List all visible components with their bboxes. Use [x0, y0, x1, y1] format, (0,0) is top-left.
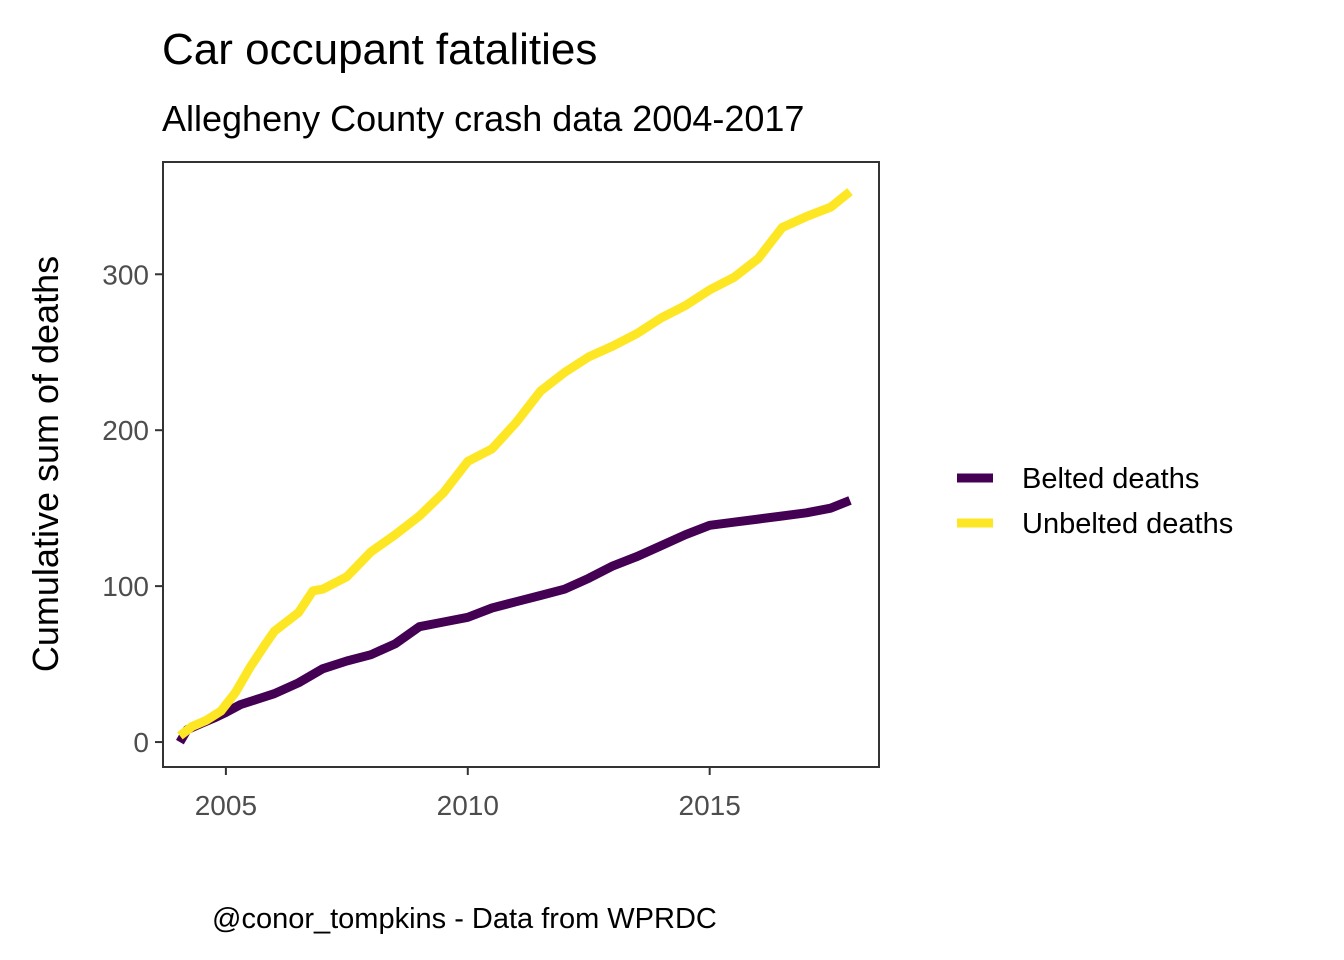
chart-subtitle: Allegheny County crash data 2004-2017	[162, 98, 804, 139]
series-line-unbelted	[177, 188, 853, 740]
caption: @conor_tompkins - Data from WPRDC	[212, 903, 717, 935]
series-line-belted	[176, 496, 852, 745]
legend-label: Belted deaths	[1022, 463, 1199, 495]
series-layer	[176, 188, 853, 745]
y-tick-label: 300	[102, 259, 149, 290]
plot-area	[162, 161, 880, 768]
x-axis: 2005 2010 2015	[195, 767, 741, 821]
y-tick-label: 0	[133, 727, 149, 758]
x-tick-label: 2005	[195, 790, 257, 821]
plot-border	[162, 161, 880, 768]
x-tick-label: 2010	[437, 790, 499, 821]
x-tick-label: 2015	[679, 790, 741, 821]
chart-title: Car occupant fatalities	[162, 25, 597, 74]
y-tick-label: 200	[102, 415, 149, 446]
y-tick-label: 100	[102, 571, 149, 602]
y-axis-title: Cumulative sum of deaths	[25, 256, 66, 672]
legend-label: Unbelted deaths	[1022, 508, 1233, 540]
y-axis: 0 100 200 300	[102, 259, 163, 758]
legend: Belted deaths Unbelted deaths	[957, 463, 1233, 540]
